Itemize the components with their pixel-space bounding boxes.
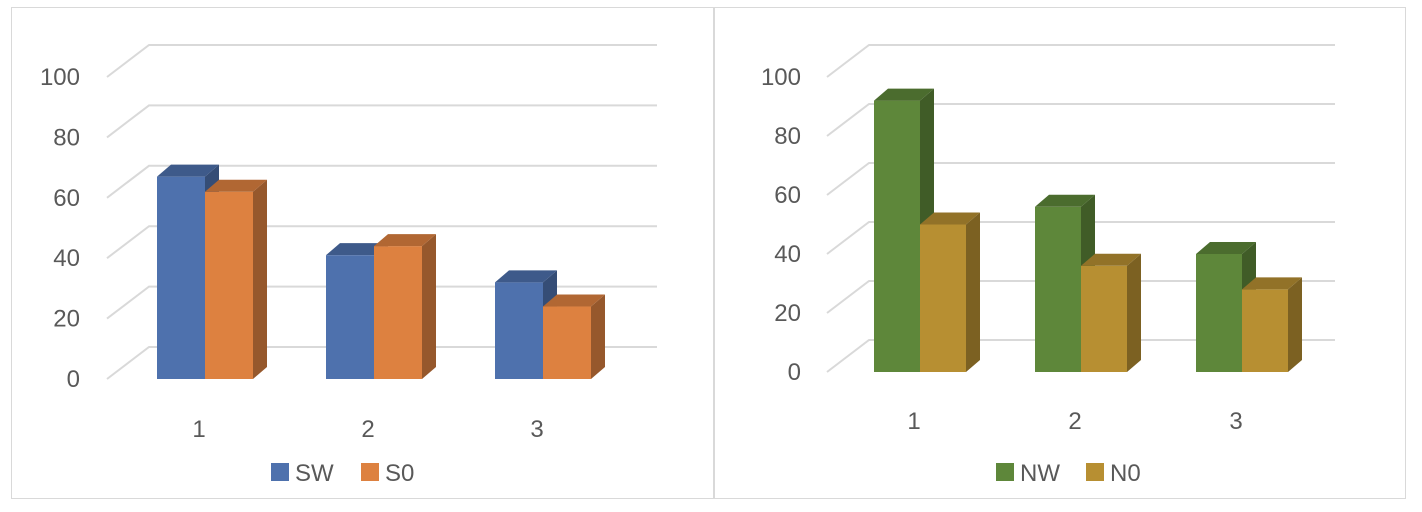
gridline [106, 164, 657, 199]
bar-top [543, 294, 605, 307]
legend-swatch-s0 [361, 463, 379, 481]
bar-front [374, 246, 422, 379]
legend-swatch-nw [996, 463, 1014, 481]
bar-top [1196, 242, 1256, 254]
bar-top [874, 88, 934, 101]
bar-top [920, 212, 980, 225]
bar-side [591, 294, 605, 379]
gridline [826, 44, 1335, 78]
bar-top [1242, 277, 1302, 290]
bar-top [157, 164, 219, 177]
legend-swatch-n0 [1086, 463, 1104, 481]
y-tick-label: 0 [67, 366, 80, 393]
bar-s0-1 [205, 179, 267, 379]
bar-top [326, 243, 388, 256]
bar-front [1196, 254, 1242, 372]
bar-front [1035, 206, 1081, 372]
bar-s0-2 [374, 234, 436, 379]
y-tick-label: 80 [53, 124, 80, 151]
x-tick-label: 3 [1229, 408, 1242, 435]
bar-front [495, 282, 543, 379]
bar-top [1081, 253, 1141, 266]
bar-front [1081, 265, 1127, 372]
chart-panel-left: 0 20 40 60 80 100 1 2 3 SW S0 [11, 7, 714, 499]
bar-front [920, 224, 966, 372]
y-tick-label: 0 [788, 359, 801, 386]
bar-n0-2 [1081, 253, 1141, 372]
chart-left: 0 20 40 60 80 100 1 2 3 SW S0 [40, 44, 657, 487]
bar-front [205, 191, 253, 379]
bar-front [326, 255, 374, 379]
x-tick-label: 1 [192, 416, 205, 443]
x-tick-label: 2 [361, 416, 374, 443]
legend-label-s0: S0 [385, 460, 414, 487]
x-tick-label: 3 [530, 416, 543, 443]
bar-side [422, 234, 436, 379]
y-tick-label: 80 [774, 123, 801, 150]
gridline [106, 285, 657, 320]
chart-right: 0 20 40 60 80 100 1 2 3 NW N0 [761, 44, 1335, 487]
floor-line [106, 346, 657, 380]
y-tick-label: 20 [53, 306, 80, 333]
y-tick-label: 60 [774, 182, 801, 209]
bar-front [543, 306, 591, 379]
gridline [106, 225, 657, 259]
legend-label-sw: SW [295, 460, 334, 487]
bar-top [374, 234, 436, 247]
y-tick-label: 100 [40, 64, 80, 91]
y-tick-label: 40 [53, 245, 80, 272]
bar-front [1242, 289, 1288, 372]
gridline [826, 103, 1335, 137]
y-tick-label: 20 [774, 300, 801, 327]
y-tick-label: 100 [761, 64, 801, 91]
bar-top [205, 179, 267, 192]
gridline [106, 104, 657, 139]
legend-label-nw: NW [1020, 460, 1060, 487]
y-tick-label: 40 [774, 241, 801, 268]
bar-side [1127, 253, 1141, 372]
legend-swatch-sw [271, 463, 289, 481]
bar-n0-1 [920, 212, 980, 372]
gridline [826, 280, 1335, 314]
bar-s0-3 [543, 294, 605, 379]
gridline [826, 162, 1335, 196]
gridline [106, 44, 657, 78]
bar-n0-3 [1242, 277, 1302, 372]
bar-side [966, 212, 980, 372]
bar-side [253, 179, 267, 379]
x-tick-label: 2 [1068, 408, 1081, 435]
bar-top [495, 270, 557, 283]
legend-label-n0: N0 [1110, 460, 1141, 487]
gridline [826, 221, 1335, 255]
x-tick-label: 1 [907, 408, 920, 435]
floor-line [826, 339, 1335, 373]
bar-front [157, 176, 205, 379]
bar-front [874, 100, 920, 372]
chart-panel-right: 0 20 40 60 80 100 1 2 3 NW N0 [714, 7, 1406, 499]
bar-side [1288, 277, 1302, 372]
y-tick-label: 60 [53, 185, 80, 212]
bar-top [1035, 194, 1095, 207]
